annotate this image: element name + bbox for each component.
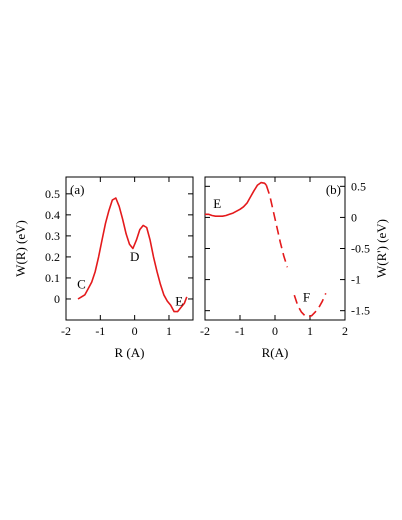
point-label-f: F [303, 289, 310, 304]
x-tick-label: -2 [61, 324, 71, 338]
x-tick-label: -2 [200, 324, 210, 338]
y-tick-label: 0 [351, 210, 357, 224]
x-tick-label: 2 [342, 324, 348, 338]
plot-frame [65, 176, 194, 321]
y-tick-label: 0.4 [45, 208, 60, 222]
y-tick-label: -1.5 [351, 304, 370, 318]
point-label-c: C [77, 276, 86, 291]
panel-label: (b) [326, 182, 341, 197]
dashed-series-line [265, 184, 289, 268]
x-tick-label: -1 [95, 324, 105, 338]
plot-frame [204, 176, 346, 321]
y-tick-label: 0.2 [45, 250, 60, 264]
point-label-e: E [213, 196, 221, 211]
x-tick-label: 0 [132, 324, 138, 338]
series-line [205, 181, 267, 217]
panel-label: (a) [70, 182, 84, 197]
y-axis-title: W(R') (eV) [374, 219, 389, 278]
series-line [77, 197, 188, 313]
y-tick-label: -0.5 [351, 242, 370, 256]
x-tick-label: 1 [307, 324, 313, 338]
x-axis-title: R (A) [115, 345, 145, 360]
y-tick-label: 0 [54, 292, 60, 306]
y-tick-label: 0.1 [45, 271, 60, 285]
y-tick-label: 0.5 [45, 187, 60, 201]
x-tick-label: -1 [235, 324, 245, 338]
y-tick-label: 0.5 [351, 179, 366, 193]
y-tick-label: 0.3 [45, 229, 60, 243]
x-tick-label: 1 [166, 324, 172, 338]
panel-a-chart: -2 -1 0 1 0 0.1 0.2 0.3 0.4 0.5 R (A) W(R) (eV) (a) C… [13, 176, 194, 360]
dashed-series-line [293, 292, 327, 318]
point-label-d: D [130, 249, 139, 264]
x-tick-label: 0 [272, 324, 278, 338]
panel-b-chart: -2 -1 0 1 2 0.5 0 -0.5 -1 -1.5 R(A) W(R') (eV) (b) E F [200, 176, 389, 360]
point-label-e: E [175, 293, 183, 308]
y-tick-label: -1 [351, 273, 361, 287]
x-axis-title: R(A) [262, 345, 289, 360]
y-axis-title: W(R) (eV) [13, 220, 28, 277]
